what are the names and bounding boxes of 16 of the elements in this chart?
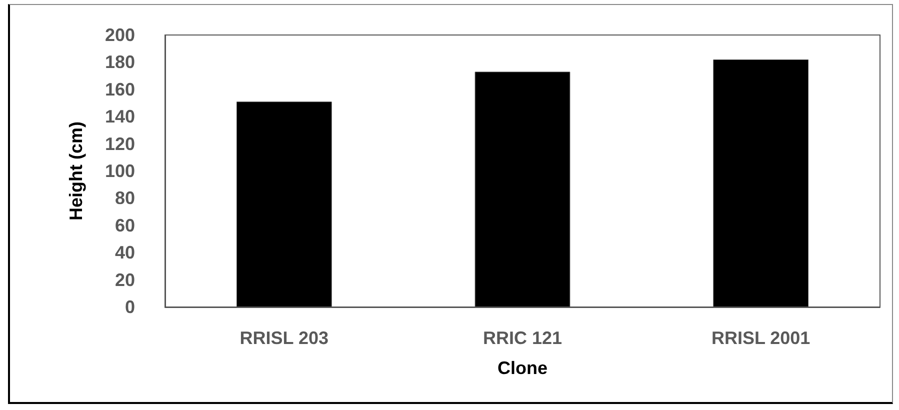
y-tick-label: 60 — [114, 215, 135, 236]
y-tick-label: 160 — [104, 79, 135, 100]
x-tick-label: RRISL 203 — [240, 328, 329, 348]
y-tick-label: 140 — [104, 106, 135, 127]
y-tick-label: 80 — [114, 188, 135, 208]
y-tick-label: 20 — [114, 270, 135, 290]
y-tick-label: 40 — [114, 242, 135, 263]
x-axis-title: Clone — [497, 358, 548, 378]
y-tick-label: 100 — [104, 161, 135, 181]
y-tick-label: 120 — [104, 134, 135, 154]
x-tick-label: RRIC 121 — [482, 328, 562, 348]
y-tick-label: 0 — [124, 297, 135, 317]
y-tick-label: 180 — [104, 52, 135, 72]
x-tick-label: RRISL 2001 — [711, 328, 810, 348]
y-tick-label: 200 — [104, 25, 135, 45]
y-axis-title: Height (cm) — [66, 121, 86, 220]
